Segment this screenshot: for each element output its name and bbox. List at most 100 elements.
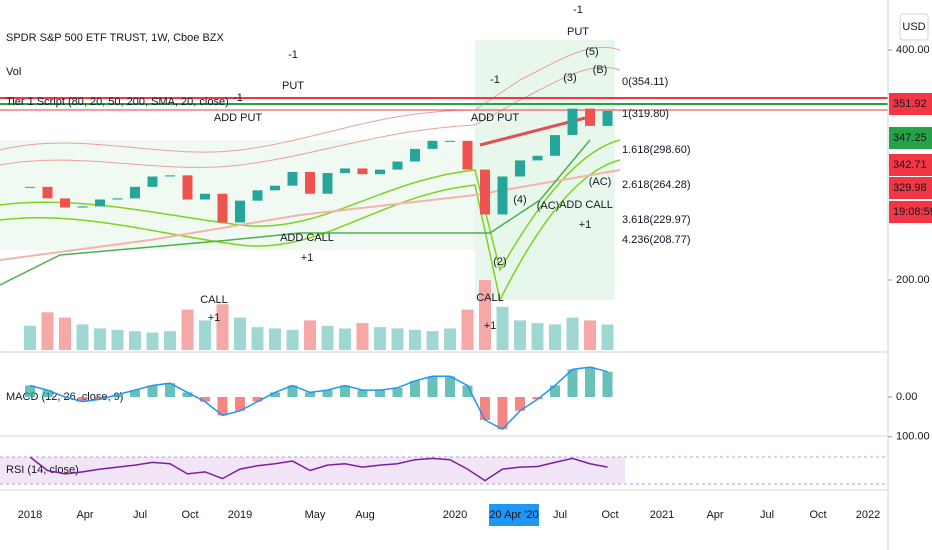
- annotation: -1: [288, 49, 298, 61]
- macd-hist: [165, 383, 175, 397]
- macd-hist: [445, 376, 455, 397]
- fib-label: 2.618(264.28): [622, 179, 691, 191]
- annotation: (3): [563, 72, 576, 84]
- volume-bar: [444, 328, 456, 350]
- volume-bar: [94, 328, 106, 350]
- annotation: +1: [301, 252, 314, 264]
- annotation: ADD PUT: [214, 112, 263, 124]
- macd-hist: [567, 369, 578, 397]
- annotation: (B): [593, 64, 608, 76]
- candle: [235, 200, 245, 223]
- price-tag: [889, 177, 932, 199]
- macd-hist: [410, 380, 420, 397]
- volume-bar: [181, 309, 194, 350]
- macd-hist: [532, 397, 543, 400]
- candle: [200, 193, 210, 200]
- volume-label: Vol: [6, 66, 21, 78]
- volume-bar: [164, 331, 176, 350]
- candle: [602, 110, 613, 126]
- annotation: -1: [233, 92, 243, 104]
- annotation: +1: [484, 320, 497, 332]
- candle: [60, 198, 70, 208]
- fib-label: 1.618(298.60): [622, 144, 691, 156]
- volume-bar: [549, 324, 561, 350]
- script-label: Tier 1 Script (80, 20, 50, 200, SMA, 20,…: [6, 96, 229, 108]
- volume-bar: [584, 320, 596, 350]
- macd-hist: [322, 390, 333, 397]
- annotation: ADD CALL: [280, 232, 334, 244]
- price-tag-label: 347.25: [893, 132, 927, 144]
- time-label: 20 Apr '20: [489, 509, 538, 521]
- rsi-line: [29, 456, 608, 482]
- symbol-title: SPDR S&P 500 ETF TRUST, 1W, Cboe BZX: [6, 32, 224, 44]
- annotation: ADD CALL: [559, 199, 613, 211]
- ma-200: [0, 169, 621, 261]
- volume-bar: [426, 331, 439, 350]
- candle: [497, 176, 508, 215]
- candle: [252, 190, 263, 201]
- annotation: PUT: [282, 80, 304, 92]
- band-shade: [0, 140, 475, 250]
- price-tag-label: 342.71: [893, 159, 927, 171]
- price-tag-label: 351.92: [893, 98, 927, 110]
- crosshair-date-box: [489, 504, 539, 526]
- time-label: Aug: [355, 509, 375, 521]
- macd-hist: [602, 371, 613, 397]
- fib-label: 3.618(229.97): [622, 214, 691, 226]
- time-label: Oct: [601, 509, 618, 521]
- macd-hist: [270, 392, 280, 397]
- candle: [480, 169, 490, 215]
- macd-hist: [340, 385, 350, 397]
- volume-bar: [321, 325, 334, 350]
- annotation: CALL: [200, 294, 228, 306]
- band-line: [0, 46, 621, 153]
- price-tag-label: 329.98: [893, 182, 927, 194]
- volume-bar: [601, 324, 614, 350]
- macd-hist: [515, 397, 525, 411]
- fib-label: 4.236(208.77): [622, 234, 691, 246]
- candle: [532, 155, 543, 161]
- candle: [357, 168, 368, 175]
- volume-bar: [129, 331, 141, 350]
- rsi-tick-label: 100.00: [896, 431, 930, 443]
- time-label: 2021: [650, 509, 674, 521]
- macd-hist: [112, 394, 123, 397]
- candle: [462, 140, 473, 170]
- candle: [165, 175, 175, 177]
- annotation: +1: [579, 219, 592, 231]
- time-label: Jul: [760, 509, 774, 521]
- volume-bar: [356, 323, 369, 350]
- candle: [567, 108, 578, 136]
- time-label: 2019: [228, 509, 252, 521]
- time-label: Oct: [181, 509, 198, 521]
- currency-button[interactable]: [899, 13, 929, 41]
- annotation: CALL: [476, 292, 504, 304]
- candle: [410, 148, 420, 162]
- annotation: (2): [493, 256, 506, 268]
- macd-hist: [130, 390, 140, 397]
- macd-hist: [357, 390, 368, 397]
- candle: [322, 173, 333, 194]
- time-label: Apr: [706, 509, 723, 521]
- currency[interactable]: USD: [902, 21, 925, 33]
- candle: [130, 186, 140, 199]
- volume-bar: [199, 320, 211, 350]
- price-tick-label: 200.00: [896, 274, 930, 286]
- annotation: (4): [513, 194, 526, 206]
- candle: [392, 161, 403, 170]
- annotation: -1: [490, 74, 500, 86]
- band-shade: [475, 40, 615, 300]
- price-tag: [889, 201, 932, 223]
- time-label: Apr: [76, 509, 93, 521]
- time-label: 2018: [18, 509, 42, 521]
- volume-bar: [391, 328, 404, 350]
- candle: [217, 193, 228, 223]
- annotation: +1: [208, 312, 221, 324]
- macd-hist: [585, 367, 595, 397]
- price-tag-label: 19:08:59: [893, 206, 932, 218]
- macd-hist: [480, 397, 490, 420]
- volume-bar: [269, 328, 281, 350]
- candle: [95, 199, 105, 207]
- macd-hist: [147, 385, 158, 397]
